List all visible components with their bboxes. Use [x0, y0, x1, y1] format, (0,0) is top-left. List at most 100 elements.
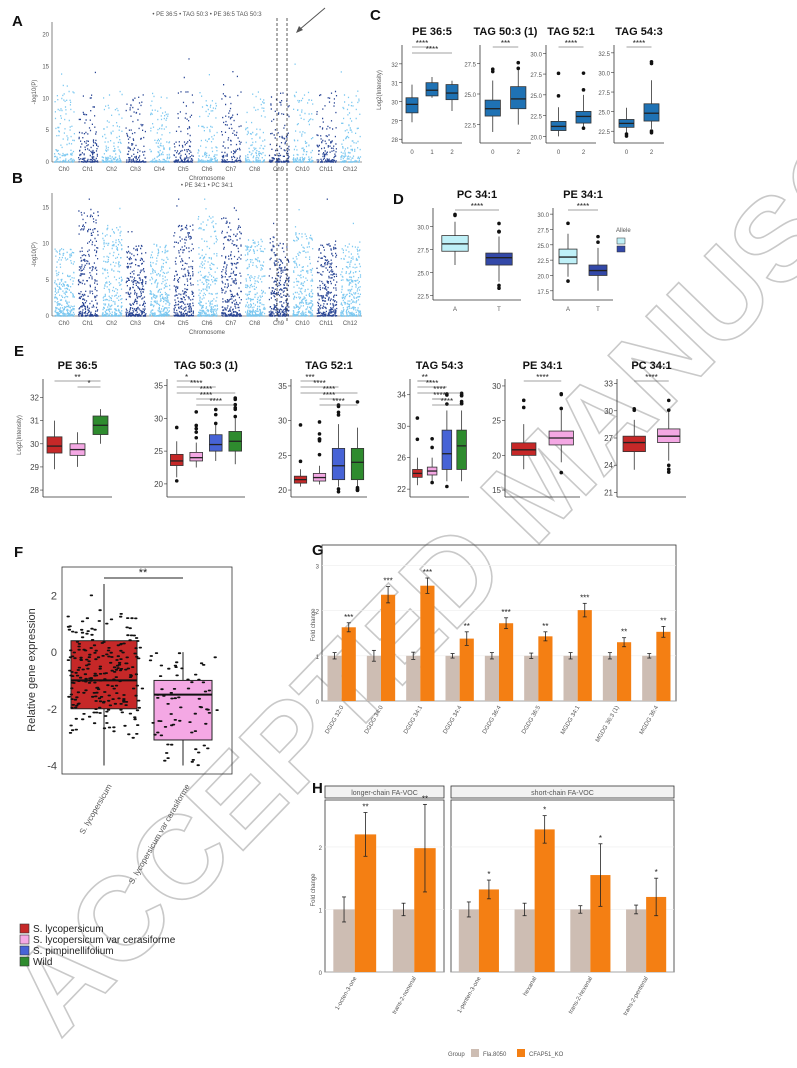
y-tick-label: 32 [391, 63, 398, 69]
significance-label: * [487, 870, 490, 879]
outlier-point [445, 393, 449, 397]
y-tick-label: 15 [42, 65, 49, 71]
box [170, 453, 184, 466]
x-tick-label: DGDG 34:4 [443, 704, 464, 735]
chromosome-label: Ch5 [178, 167, 190, 173]
outlier-point [559, 392, 564, 396]
outlier-point [666, 470, 671, 474]
chromosome-label: Ch2 [106, 167, 118, 173]
significance-label: **** [416, 39, 428, 48]
plot-title: TAG 52:1 [547, 26, 594, 38]
y-tick-label: 22.5 [464, 124, 476, 130]
outlier-point [194, 410, 199, 414]
bar [406, 655, 421, 701]
chromosome-label: Ch10 [295, 321, 310, 327]
bar [656, 631, 671, 701]
manhattan-points [221, 207, 242, 317]
y-tick-label: 0 [51, 647, 57, 659]
y-tick-label: 25.0 [537, 244, 549, 250]
y-tick-label: 25 [492, 417, 501, 426]
significance-label: *** [423, 568, 432, 577]
manhattan-legend: • PE 36:5 • TAG 50:3 • PE 36:5 TAG 50:3 [152, 12, 262, 18]
legend-swatch [19, 956, 30, 967]
x-tick-label: 2 [582, 150, 586, 156]
box [405, 97, 419, 114]
outlier-point [336, 413, 341, 417]
outlier-point [581, 126, 586, 131]
significance-label: **** [200, 391, 212, 400]
manhattan-points [77, 198, 99, 317]
bar [392, 909, 415, 972]
outlier-point [581, 71, 586, 75]
significance-label: **** [471, 202, 483, 211]
chromosome-label: Ch12 [343, 321, 358, 327]
bar [445, 655, 460, 701]
outlier-point [317, 420, 322, 424]
y-tick-label: 5 [46, 278, 50, 284]
y-tick-label: 30 [154, 414, 163, 423]
y-tick-label: 24 [604, 461, 613, 470]
y-tick-label: 30.0 [598, 71, 610, 77]
bar [642, 655, 657, 701]
box [643, 103, 660, 122]
x-tick-label: trans-2-pentenal [623, 976, 650, 1017]
box [575, 111, 592, 124]
group-legend-label: Fla.8050 [483, 1052, 507, 1058]
x-tick-label: DGDG 36:5 [521, 704, 542, 735]
plot-title: PE 36:5 [58, 360, 98, 372]
plot-title: TAG 54:3 [416, 360, 463, 372]
box [331, 448, 346, 481]
x-tick-label: 0 [491, 150, 495, 156]
chromosome-label: Ch10 [295, 167, 310, 173]
bar [381, 594, 396, 701]
outlier-point [194, 430, 199, 434]
y-tick-label: 15 [42, 205, 49, 211]
significance-label: *** [344, 613, 353, 622]
outlier-point [521, 405, 526, 410]
y-tick-label: 2 [319, 846, 323, 852]
x-tick-label: MGDG 36:3 (1) [595, 705, 621, 744]
box [445, 84, 459, 101]
y-tick-label: 10 [42, 96, 49, 102]
bar [577, 610, 592, 701]
x-tick-label: 1 [430, 150, 434, 156]
legend-label: S. lycopersicum var cerasiforme [33, 935, 176, 946]
y-tick-label: 27.5 [598, 91, 610, 97]
significance-label: *** [501, 39, 510, 48]
manhattan-plot-A: • PE 36:5 • TAG 50:3 • PE 36:5 TAG 50:3 -… [32, 12, 362, 182]
manhattan-points [54, 248, 75, 317]
outlier-point [336, 487, 341, 491]
outlier-point [596, 240, 600, 245]
manhattan-points [173, 58, 194, 163]
bar [478, 889, 499, 972]
plot-title: PC 34:1 [457, 189, 497, 201]
arrow-line [298, 7, 326, 31]
chromosome-label: Ch9 [273, 321, 285, 327]
y-tick-label: 31 [391, 82, 398, 88]
significance-label: **** [323, 391, 335, 400]
allele-legend-swatch-T [616, 245, 626, 253]
panel-label-H: H [312, 780, 323, 797]
outlier-point [194, 426, 199, 431]
plot-title: TAG 52:1 [305, 360, 352, 372]
box [350, 448, 365, 481]
significance-label: ** [621, 628, 627, 637]
significance-label: **** [200, 385, 212, 394]
box-plot-pc-34-1: PC 34:1 21 24 27 30 33 **** [604, 360, 686, 497]
y-tick-label: 30 [391, 101, 398, 107]
box-plot-pc-34-1: PC 34:1 22.5 25.0 27.5 30.0 A T **** [417, 189, 521, 313]
y-tick-label: 22.5 [598, 130, 610, 136]
legend-label: S. lycopersicum [33, 924, 104, 935]
outlier-point [233, 407, 238, 412]
outlier-point [566, 221, 570, 226]
manhattan-points [268, 92, 290, 163]
bar [534, 829, 555, 972]
y-tick-label: 20 [278, 486, 287, 495]
outlier-point [497, 283, 501, 288]
y-tick-label: 25.0 [417, 271, 429, 277]
outlier-point [649, 59, 654, 64]
outlier-point [497, 286, 501, 291]
outlier-point [233, 414, 238, 419]
jitter-points [148, 652, 219, 767]
